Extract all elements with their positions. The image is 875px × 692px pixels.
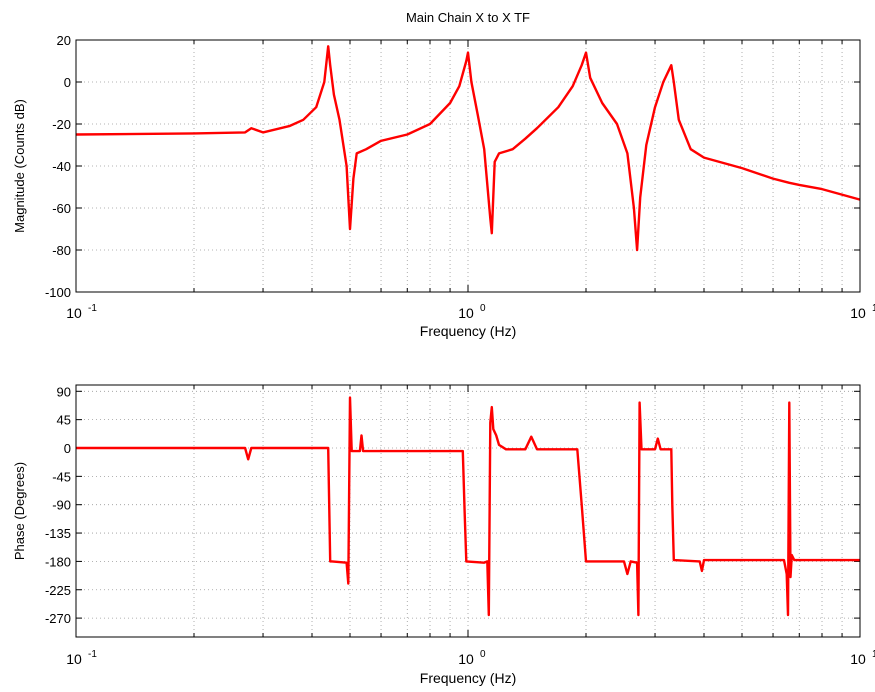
magnitude-ticks: 20 0 -20 -40 -60 -80 -100 10 -1 10 0 10 1 [45,33,875,321]
y-tick-label: -135 [45,526,71,541]
y-tick-label: -270 [45,611,71,626]
x-tick-label-exponent: 0 [480,649,486,660]
y-tick-label: -40 [52,159,71,174]
phase-plot: 90 45 0 -45 -90 -135 -180 -225 -270 10 -1 10 0 10 1 Ph… [12,384,875,686]
magnitude-plot: Main Chain X to X TF 20 0 -20 -40 -60 -80 -100… [12,10,875,339]
y-tick-label: 0 [64,75,71,90]
x-tick-label: 10 [66,305,82,321]
magnitude-y-axis-label: Magnitude (Counts dB) [12,99,27,233]
y-tick-label: 45 [57,413,71,428]
x-tick-label-exponent: 1 [872,303,875,314]
x-tick-label: 10 [850,651,866,667]
x-tick-label: 10 [850,305,866,321]
y-tick-label: -80 [52,243,71,258]
y-tick-label: 90 [57,384,71,399]
x-tick-label-exponent: 0 [480,303,486,314]
y-tick-label: -180 [45,554,71,569]
phase-plot-frame [75,384,861,638]
x-tick-label-exponent: 1 [872,649,875,660]
magnitude-grid [76,40,860,292]
y-tick-label: -60 [52,201,71,216]
x-tick-label-exponent: -1 [88,649,97,660]
phase-ticks: 90 45 0 -45 -90 -135 -180 -225 -270 10 -1 10 0 10 1 [45,384,875,667]
phase-y-axis-label: Phase (Degrees) [12,462,27,560]
x-tick-label: 10 [66,651,82,667]
phase-plot-area [76,385,860,637]
y-tick-label: 20 [57,33,71,48]
phase-x-axis-label: Frequency (Hz) [420,670,516,686]
phase-series-line [76,396,860,617]
y-tick-label: -100 [45,285,71,300]
x-tick-label-exponent: -1 [88,303,97,314]
y-tick-label: -45 [52,469,71,484]
y-tick-label: -225 [45,583,71,598]
magnitude-series-line [75,45,861,252]
y-tick-label: 0 [64,441,71,456]
x-tick-label: 10 [458,651,474,667]
chart-title: Main Chain X to X TF [406,10,530,25]
magnitude-plot-frame [75,39,861,293]
x-tick-label: 10 [458,305,474,321]
y-tick-label: -20 [52,117,71,132]
y-tick-label: -90 [52,498,71,513]
magnitude-x-axis-label: Frequency (Hz) [420,323,516,339]
